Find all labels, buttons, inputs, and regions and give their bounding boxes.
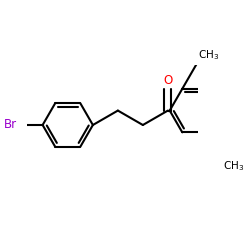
Text: Br: Br xyxy=(4,118,17,132)
Text: CH$_3$: CH$_3$ xyxy=(223,159,244,172)
Text: O: O xyxy=(163,74,172,87)
Text: CH$_3$: CH$_3$ xyxy=(198,48,219,62)
